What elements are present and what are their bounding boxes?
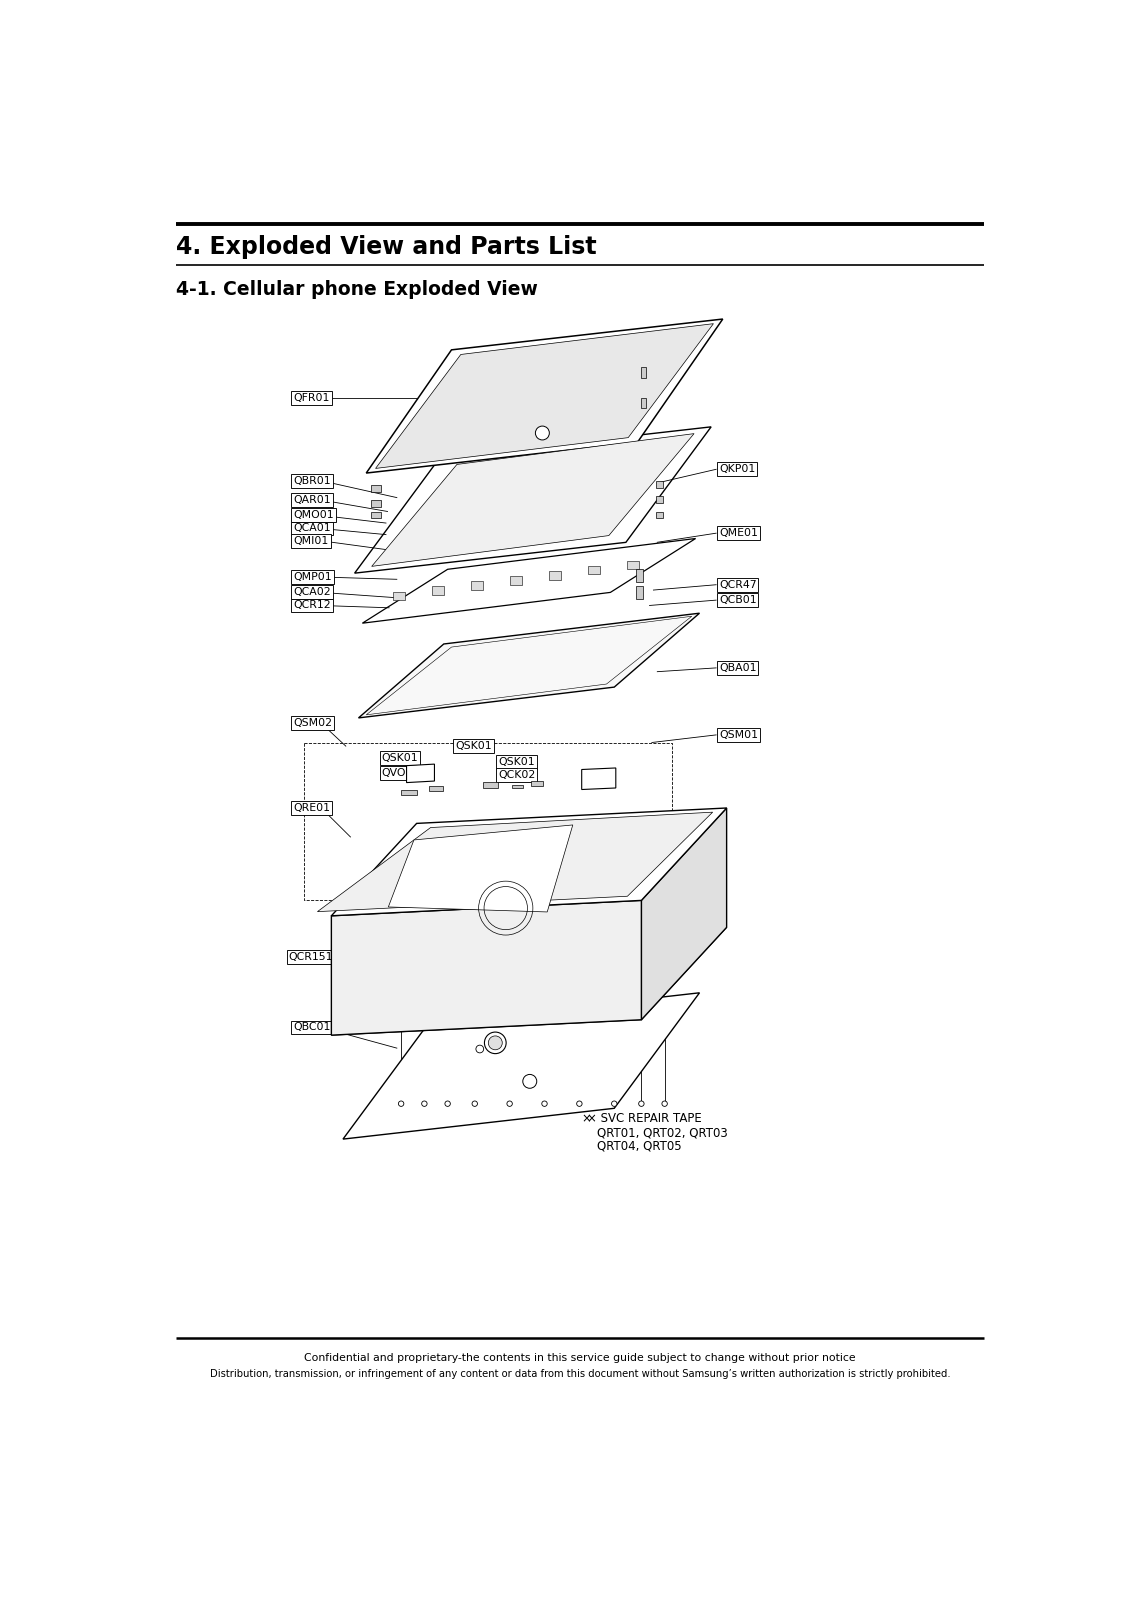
Text: QVO02: QVO02 <box>381 768 420 778</box>
Text: 4. Exploded View and Parts List: 4. Exploded View and Parts List <box>177 235 597 259</box>
FancyBboxPatch shape <box>627 562 640 570</box>
Circle shape <box>611 1101 617 1106</box>
Circle shape <box>445 1101 451 1106</box>
Circle shape <box>523 1075 537 1088</box>
Circle shape <box>472 1101 478 1106</box>
Polygon shape <box>371 434 694 566</box>
Polygon shape <box>376 323 713 469</box>
Text: QSK01: QSK01 <box>498 757 534 766</box>
Circle shape <box>488 1035 503 1050</box>
Text: QME01: QME01 <box>719 528 757 538</box>
FancyBboxPatch shape <box>401 790 417 795</box>
Polygon shape <box>317 813 713 912</box>
Text: QMO01: QMO01 <box>293 510 334 520</box>
Text: QMI01: QMI01 <box>293 536 328 546</box>
Text: QSM01: QSM01 <box>719 730 758 739</box>
Polygon shape <box>343 992 700 1139</box>
Text: QBA01: QBA01 <box>719 662 756 674</box>
Text: QSK01: QSK01 <box>455 741 492 752</box>
Text: Distribution, transmission, or infringement of any content or data from this doc: Distribution, transmission, or infringem… <box>209 1368 951 1379</box>
Polygon shape <box>359 613 700 718</box>
Circle shape <box>421 1101 427 1106</box>
FancyBboxPatch shape <box>394 592 405 600</box>
Text: QSM02: QSM02 <box>293 718 333 728</box>
Circle shape <box>535 426 549 440</box>
FancyBboxPatch shape <box>549 571 561 579</box>
Text: ×: × <box>581 1112 591 1125</box>
Text: QKP01: QKP01 <box>719 464 755 474</box>
FancyBboxPatch shape <box>635 570 643 582</box>
FancyBboxPatch shape <box>512 784 523 789</box>
Text: QMP01: QMP01 <box>293 573 332 582</box>
Circle shape <box>576 1101 582 1106</box>
Polygon shape <box>362 539 696 624</box>
FancyBboxPatch shape <box>471 581 483 590</box>
FancyBboxPatch shape <box>371 499 380 507</box>
Text: QBC01: QBC01 <box>293 1022 331 1032</box>
Circle shape <box>542 1101 547 1106</box>
FancyBboxPatch shape <box>371 512 380 518</box>
Text: Confidential and proprietary-the contents in this service guide subject to chang: Confidential and proprietary-the content… <box>305 1354 856 1363</box>
Text: QAN01: QAN01 <box>372 883 411 894</box>
Text: × SVC REPAIR TAPE: × SVC REPAIR TAPE <box>588 1112 702 1125</box>
Polygon shape <box>406 765 435 782</box>
Circle shape <box>662 1101 668 1106</box>
FancyBboxPatch shape <box>531 781 543 786</box>
Text: QRT01, QRT02, QRT03: QRT01, QRT02, QRT03 <box>598 1126 728 1139</box>
Polygon shape <box>642 808 727 1019</box>
Polygon shape <box>367 318 722 474</box>
Bar <box>642 366 646 378</box>
FancyBboxPatch shape <box>511 576 522 584</box>
Text: QCA02: QCA02 <box>293 587 331 597</box>
FancyBboxPatch shape <box>657 480 662 488</box>
FancyBboxPatch shape <box>657 496 662 502</box>
Text: 4-1. Cellular phone Exploded View: 4-1. Cellular phone Exploded View <box>177 280 538 299</box>
Polygon shape <box>332 901 642 1035</box>
Circle shape <box>475 1045 483 1053</box>
FancyBboxPatch shape <box>371 485 380 491</box>
Polygon shape <box>332 928 727 1035</box>
Text: QCA01: QCA01 <box>293 523 331 533</box>
FancyBboxPatch shape <box>589 566 600 574</box>
Text: QFR01: QFR01 <box>293 394 329 403</box>
FancyBboxPatch shape <box>429 787 443 790</box>
Text: QRT04, QRT05: QRT04, QRT05 <box>598 1139 681 1154</box>
Text: QBR01: QBR01 <box>293 475 331 486</box>
Text: QCR47: QCR47 <box>719 579 756 590</box>
Circle shape <box>398 1101 404 1106</box>
Text: QCK02: QCK02 <box>498 770 535 779</box>
Text: QCR12: QCR12 <box>293 600 331 611</box>
Text: QCB01: QCB01 <box>719 595 756 605</box>
Polygon shape <box>332 808 727 915</box>
Text: QAR01: QAR01 <box>293 494 331 506</box>
Text: QRE01: QRE01 <box>293 803 331 813</box>
Text: QSK01: QSK01 <box>381 754 419 763</box>
Circle shape <box>484 1032 506 1054</box>
FancyBboxPatch shape <box>482 782 498 787</box>
Circle shape <box>507 1101 513 1106</box>
Polygon shape <box>582 768 616 789</box>
FancyBboxPatch shape <box>635 586 643 598</box>
Polygon shape <box>388 826 573 912</box>
Circle shape <box>638 1101 644 1106</box>
Bar <box>642 397 646 408</box>
Polygon shape <box>354 427 711 573</box>
FancyBboxPatch shape <box>432 587 444 595</box>
FancyBboxPatch shape <box>657 512 662 518</box>
Text: QCR151: QCR151 <box>289 952 333 962</box>
